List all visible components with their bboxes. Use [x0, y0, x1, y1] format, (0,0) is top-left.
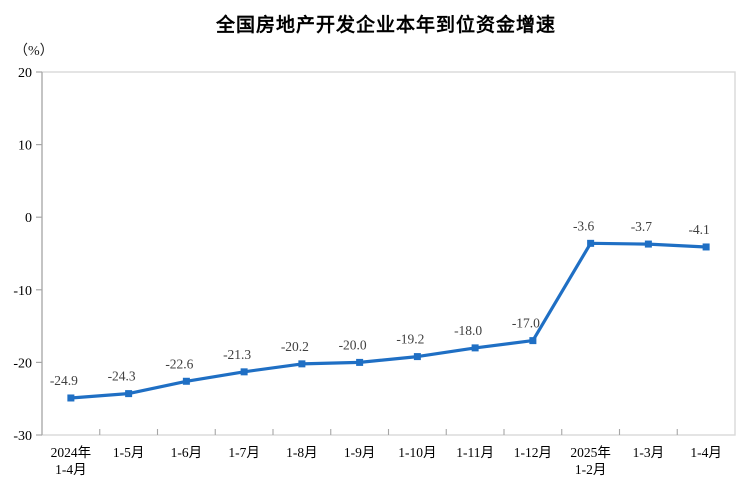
x-axis-tick-label: 1-5月 — [113, 445, 145, 460]
data-point-marker — [587, 239, 595, 247]
y-axis-tick-label: 10 — [18, 139, 32, 154]
data-point-marker — [702, 243, 710, 251]
plot-border — [41, 71, 736, 436]
data-point-label: -3.6 — [573, 218, 595, 233]
data-point-marker — [413, 353, 421, 361]
data-line — [69, 241, 708, 400]
data-point-label: -22.6 — [165, 356, 193, 371]
x-axis-tick-label: 2025年 1-2月 — [570, 445, 611, 477]
x-axis-tick-label: 1-9月 — [344, 445, 376, 460]
y-axis-tick-label: 20 — [18, 66, 32, 81]
data-point-label: -18.0 — [454, 323, 482, 338]
data-point-marker — [471, 344, 479, 352]
x-axis-tick-label: 1-4月 — [690, 445, 722, 460]
x-axis-tick-label: 1-11月 — [456, 445, 494, 460]
data-point-marker — [298, 360, 306, 368]
y-axis-unit-label: （%） — [14, 44, 54, 59]
y-axis-tick-label: -20 — [13, 356, 32, 371]
data-point-label: -17.0 — [512, 316, 540, 331]
data-point-label: -19.2 — [396, 332, 424, 347]
x-axis-tick-label: 1-8月 — [286, 445, 318, 460]
y-axis-tick-label: -10 — [13, 284, 32, 299]
data-point-label: -21.3 — [223, 347, 251, 362]
chart-title: 全国房地产开发企业本年到位资金增速 — [215, 15, 556, 36]
data-point-label: -4.1 — [688, 222, 709, 237]
data-point-marker — [67, 394, 75, 402]
x-axis-tick-label: 1-10月 — [398, 445, 436, 460]
data-point-marker — [125, 390, 133, 398]
data-point-marker — [240, 368, 248, 376]
data-point-label: -20.0 — [339, 337, 367, 352]
x-axis-tick-label: 1-12月 — [514, 445, 552, 460]
x-axis-tick-label: 1-3月 — [633, 445, 665, 460]
data-point-marker — [644, 240, 652, 248]
data-point-label: -24.9 — [50, 373, 78, 388]
data-point-label: -24.3 — [108, 369, 136, 384]
data-point-marker — [529, 337, 537, 345]
x-axis-tick-label: 1-7月 — [228, 445, 260, 460]
y-axis-tick-label: -30 — [13, 429, 32, 444]
data-point-label: -3.7 — [631, 219, 653, 234]
x-axis-tick-label: 1-6月 — [171, 445, 203, 460]
x-axis-tick-label: 2024年 1-4月 — [51, 445, 92, 477]
data-point-marker — [356, 358, 364, 366]
data-point-marker — [182, 377, 190, 385]
data-point-label: -20.2 — [281, 339, 309, 354]
y-axis-tick-label: 0 — [25, 211, 32, 226]
